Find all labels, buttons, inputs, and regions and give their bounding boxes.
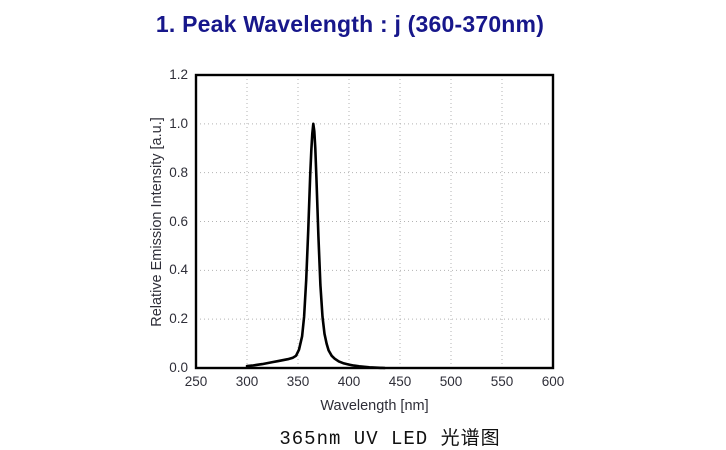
y-tick-label: 1.2 <box>169 67 188 82</box>
y-tick-label: 0.0 <box>169 360 188 375</box>
x-tick-label: 600 <box>541 374 565 389</box>
x-axis-label: Wavelength [nm] <box>320 398 429 414</box>
x-tick-label: 300 <box>235 374 259 389</box>
y-tick-label: 1.0 <box>169 115 188 131</box>
y-tick-label: 0.8 <box>169 164 188 180</box>
x-tick-label: 500 <box>439 374 463 389</box>
figure-caption: 365nm UV LED 光谱图 <box>279 428 501 450</box>
page-title: 1. Peak Wavelength : j (360-370nm) <box>155 11 545 37</box>
y-tick-label: 0.4 <box>169 262 188 278</box>
x-tick-label: 250 <box>184 374 208 389</box>
y-tick-label: 0.2 <box>169 311 188 327</box>
x-tick-label: 400 <box>337 374 361 389</box>
y-tick-label: 0.6 <box>169 213 188 229</box>
x-tick-label: 450 <box>388 374 412 389</box>
plot-border <box>194 73 555 370</box>
x-tick-label: 550 <box>490 374 514 389</box>
spectrum-curve <box>245 122 387 370</box>
x-tick-label: 350 <box>286 374 310 389</box>
